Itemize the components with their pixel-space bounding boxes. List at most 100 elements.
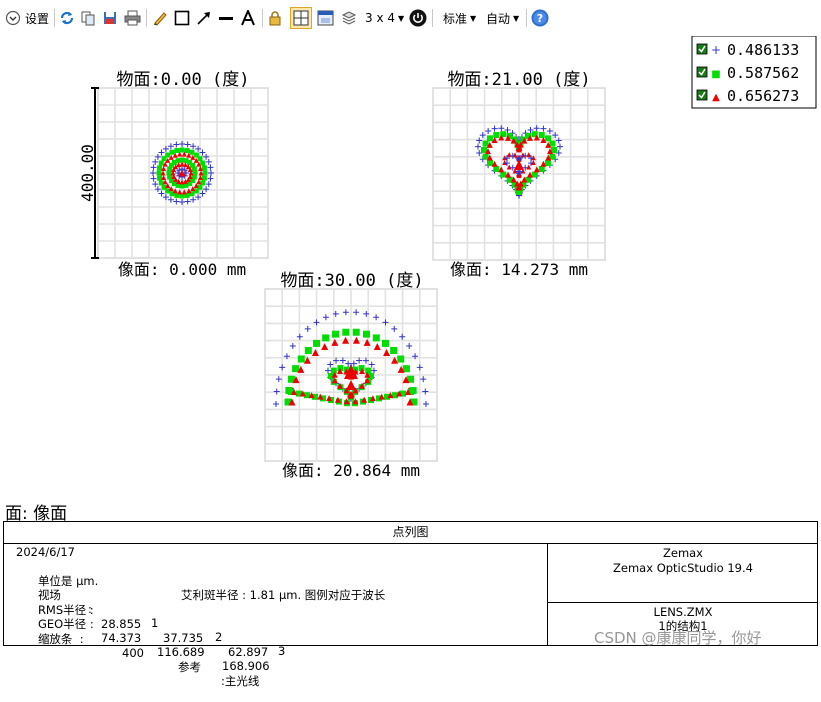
spot-point-blue (313, 319, 320, 326)
spot-point-blue (332, 310, 339, 317)
spot-point-blue (304, 325, 311, 332)
spot-point-red (359, 382, 366, 389)
spot-point-red (505, 134, 512, 141)
spot-point-blue (279, 364, 286, 371)
software-block: Zemax Zemax OpticStudio 19.4 (548, 543, 818, 603)
spot-point-green (197, 184, 203, 190)
spot-point-blue (183, 170, 189, 176)
spot-point-green (168, 162, 174, 168)
spot-point-blue (350, 360, 357, 367)
layout-dropdown[interactable]: 3 x 4 ▼ (365, 8, 404, 28)
spot-point-green (545, 135, 552, 142)
spot-point-green (312, 393, 318, 400)
spot-point-green (538, 132, 545, 138)
spot-point-red (364, 371, 371, 378)
spot-point-red (178, 169, 186, 177)
refresh-icon (59, 10, 75, 26)
spot-point-red (179, 161, 185, 167)
spot-point-red (491, 160, 498, 167)
spot-point-red (331, 377, 338, 384)
spot-point-red (373, 342, 381, 350)
spot-point-red (186, 188, 192, 194)
spot-point-blue (203, 153, 210, 160)
save-button[interactable] (102, 8, 118, 28)
line-icon (218, 10, 234, 26)
spot-point-green (511, 181, 518, 188)
spot-point-blue (325, 367, 331, 374)
spot-point-green (165, 152, 171, 158)
spot-point-blue (503, 155, 510, 162)
rectangle-button[interactable] (174, 8, 190, 28)
refresh-button[interactable] (59, 8, 75, 28)
layers-button[interactable] (341, 8, 357, 28)
spot-point-green (166, 170, 172, 176)
spot-point-blue (546, 127, 553, 134)
spot-point-blue (522, 152, 529, 159)
spot-point-red (533, 134, 540, 141)
spot-point-blue (195, 145, 202, 152)
spot-point-green (304, 346, 312, 354)
spot-point-blue (504, 126, 511, 133)
spot-point-blue (283, 353, 290, 360)
spot-point-blue (173, 141, 180, 148)
spot-point-green (545, 160, 552, 167)
spot-point-green (157, 165, 163, 171)
settings-button[interactable]: 设置 (5, 8, 49, 28)
spot-point-green (362, 330, 370, 338)
field-3-number: 3 (278, 644, 286, 658)
window-button[interactable] (317, 8, 334, 28)
power-icon (409, 9, 427, 27)
spot-point-green (381, 339, 389, 347)
print-button[interactable] (124, 8, 141, 28)
pencil-icon (152, 10, 168, 26)
spot-point-green (397, 355, 405, 363)
lock-button[interactable] (267, 8, 283, 28)
power-button[interactable] (409, 8, 427, 28)
spot-point-green (167, 166, 173, 172)
spot-point-green (161, 156, 167, 162)
spot-point-red (512, 168, 518, 174)
spot-point-red (336, 382, 343, 389)
spot-point-red (193, 157, 199, 163)
spot-point-blue (296, 333, 303, 340)
spot-point-red (506, 164, 512, 170)
spot-point-green (330, 367, 337, 374)
spot-point-red (181, 189, 187, 195)
help-button[interactable]: ? (531, 8, 549, 28)
spot-point-red (176, 178, 182, 184)
fit-view-icon (290, 7, 312, 29)
spot-point-green (187, 181, 193, 187)
spot-point-red (317, 393, 324, 400)
spot-point-blue (208, 170, 214, 176)
rms-field-1: 28.855 (101, 616, 142, 631)
standard-dropdown[interactable]: 标准 ▼ (443, 8, 476, 28)
arrow-button[interactable] (196, 8, 212, 28)
copy-button[interactable] (80, 8, 96, 28)
spot-point-blue (167, 196, 174, 203)
spot-point-red (177, 189, 183, 195)
auto-dropdown[interactable]: 自动 ▼ (486, 8, 519, 28)
spot-point-blue (509, 164, 516, 171)
spot-point-green (322, 334, 330, 342)
dropdown-arrow-icon: ▼ (470, 13, 477, 23)
rms-field-3: 62.897 (228, 644, 269, 659)
spot-point-red (406, 398, 414, 406)
spot-point-green (189, 191, 195, 197)
fit-view-button[interactable] (290, 6, 312, 30)
legend-value: 0.656273 (727, 87, 799, 105)
spot-point-red (521, 137, 528, 144)
spot-point-green (342, 328, 350, 336)
spot-point-blue (498, 125, 505, 132)
settings-label: 设置 (25, 11, 50, 26)
text-button[interactable] (240, 8, 256, 28)
pencil-button[interactable] (152, 8, 168, 28)
spot-point-green (296, 390, 302, 397)
spot-point-blue (527, 126, 534, 133)
watermark-text: CSDN @康康同学，你好 (594, 629, 762, 647)
spot-point-red (168, 154, 174, 160)
spot-point-blue (476, 150, 483, 157)
spot-point-blue (342, 309, 349, 316)
field-3-image-label: 像面: 20.864 mm (282, 461, 420, 480)
spot-point-red (486, 154, 493, 161)
line-button[interactable] (218, 8, 234, 28)
